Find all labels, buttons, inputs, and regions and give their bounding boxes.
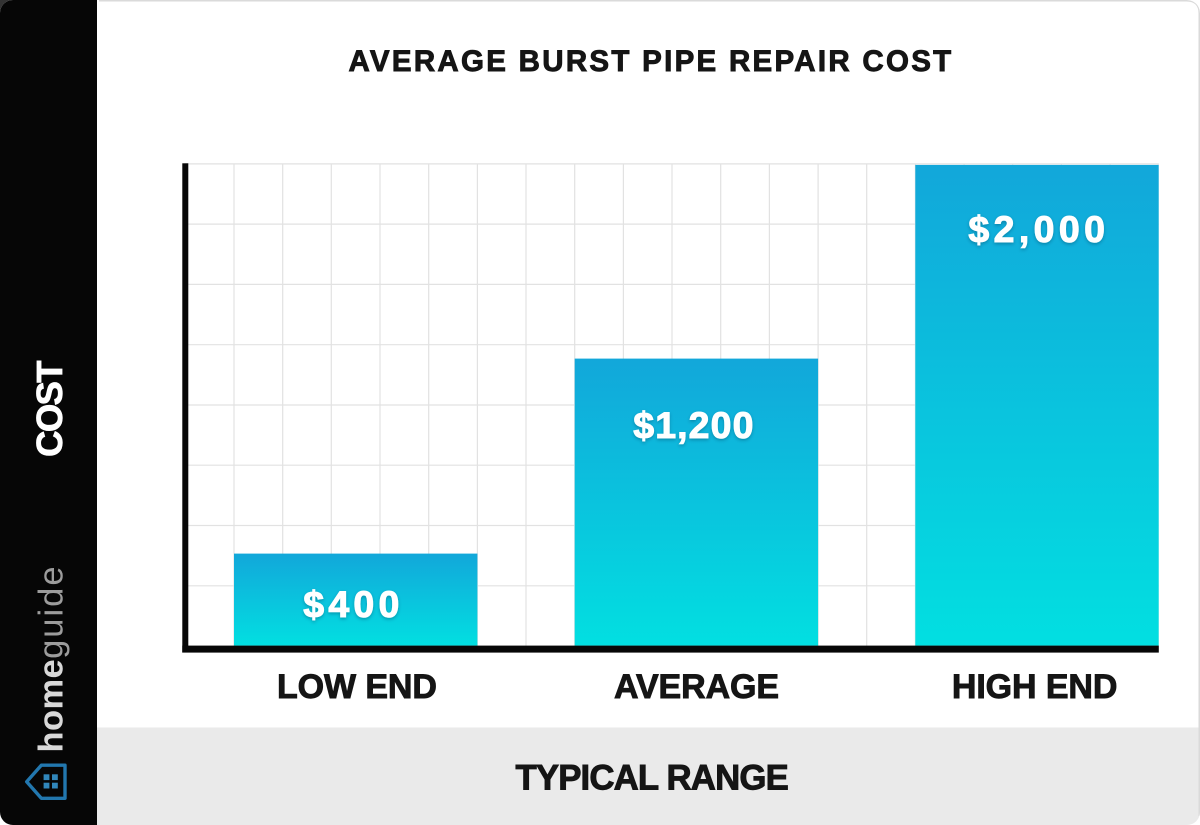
svg-text:HIGH END: HIGH END [952,668,1117,706]
svg-text:AVERAGE BURST PIPE REPAIR COST: AVERAGE BURST PIPE REPAIR COST [349,45,954,78]
svg-text:homeguide: homeguide [33,564,71,752]
svg-text:COST: COST [29,361,70,457]
svg-text:$2,000: $2,000 [968,208,1109,250]
svg-text:$400: $400 [303,583,403,625]
svg-text:$1,200: $1,200 [633,404,754,446]
svg-text:AVERAGE: AVERAGE [614,668,779,706]
svg-text:TYPICAL RANGE: TYPICAL RANGE [515,758,788,797]
svg-text:LOW END: LOW END [277,668,437,706]
